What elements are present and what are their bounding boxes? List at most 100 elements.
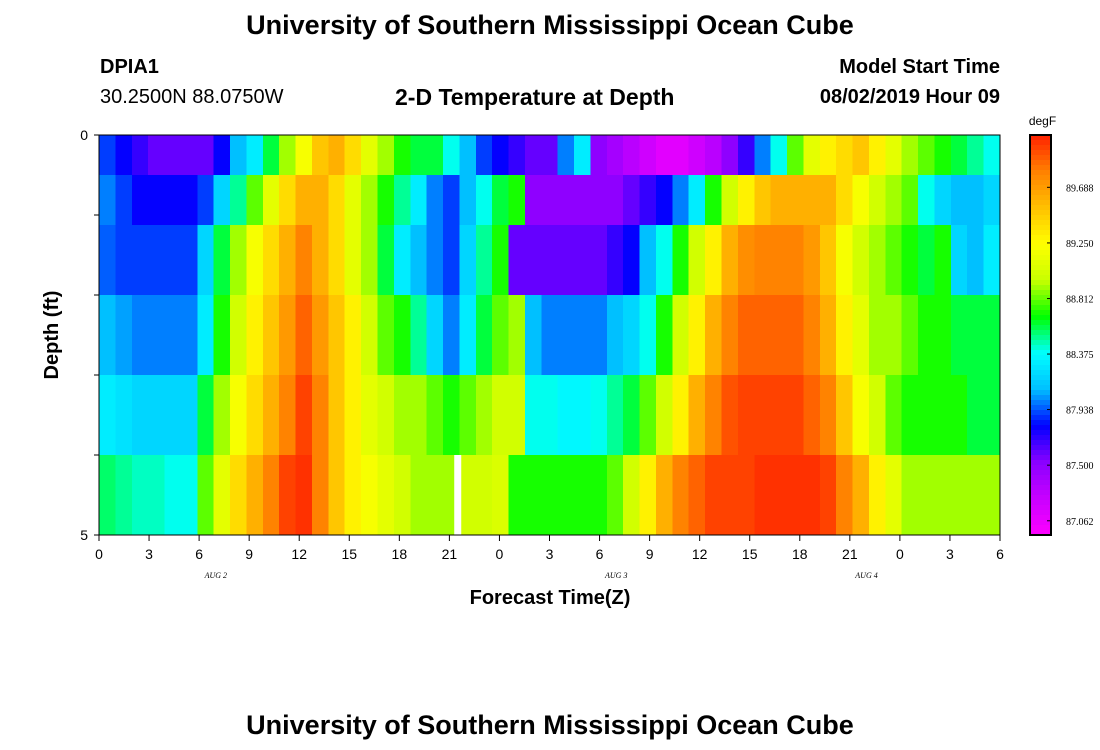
heatmap-cell bbox=[246, 455, 264, 536]
colorbar-segment bbox=[1030, 465, 1051, 471]
heatmap-cell bbox=[393, 175, 411, 226]
x-tick-label: 15 bbox=[742, 546, 758, 562]
date-label: AUG 2 bbox=[204, 571, 227, 580]
heatmap-cell bbox=[541, 375, 559, 456]
colorbar-frame bbox=[1029, 134, 1052, 536]
heatmap-cell bbox=[574, 225, 592, 296]
y-tick-label: 0 bbox=[80, 127, 88, 143]
heatmap-cell bbox=[328, 225, 346, 296]
heatmap-cell bbox=[541, 135, 559, 176]
heatmap-cell bbox=[443, 225, 460, 296]
heatmap-cell bbox=[852, 455, 870, 536]
heatmap-cell bbox=[99, 375, 116, 456]
model-start-label: Model Start Time bbox=[839, 56, 1000, 78]
heatmap-cell bbox=[508, 175, 526, 226]
heatmap-cell bbox=[426, 135, 444, 176]
heatmap-cell bbox=[295, 135, 313, 176]
heatmap-cell bbox=[230, 375, 248, 456]
colorbar-segment bbox=[1030, 155, 1051, 161]
heatmap-cell bbox=[885, 225, 903, 296]
colorbar-segment bbox=[1030, 320, 1051, 326]
page-title: University of Southern Mississippi Ocean… bbox=[246, 10, 854, 40]
heatmap-cell bbox=[754, 225, 772, 296]
heatmap-cell bbox=[803, 225, 821, 296]
colorbar-segment bbox=[1030, 315, 1051, 321]
heatmap-cell bbox=[639, 375, 657, 456]
colorbar-segment bbox=[1030, 295, 1051, 301]
colorbar-segment bbox=[1030, 440, 1051, 446]
heatmap-cell bbox=[230, 175, 248, 226]
heatmap-cell bbox=[295, 375, 313, 456]
heatmap-cell bbox=[836, 225, 854, 296]
heatmap-cell bbox=[230, 295, 248, 376]
heatmap-cell bbox=[492, 175, 510, 226]
heatmap-cell bbox=[541, 175, 559, 226]
heatmap-cell bbox=[672, 295, 690, 376]
heatmap-cell bbox=[606, 375, 624, 456]
heatmap-cell bbox=[344, 295, 362, 376]
heatmap-cell bbox=[475, 225, 493, 296]
heatmap-cell bbox=[328, 375, 346, 456]
heatmap-cell bbox=[983, 225, 1001, 296]
heatmap-cell bbox=[606, 175, 624, 226]
heatmap-cell bbox=[361, 295, 379, 376]
colorbar-segment bbox=[1030, 335, 1051, 341]
heatmap-cell bbox=[148, 455, 166, 536]
heatmap-cell bbox=[131, 225, 149, 296]
heatmap-cell bbox=[655, 455, 673, 536]
colorbar-unit: degF bbox=[1029, 114, 1056, 128]
heatmap-cell bbox=[557, 135, 575, 176]
heatmap-cell bbox=[770, 175, 788, 226]
heatmap-cell bbox=[950, 295, 968, 376]
heatmap-cell bbox=[361, 135, 379, 176]
heatmap-cell bbox=[983, 375, 1001, 456]
colorbar-segment bbox=[1030, 390, 1051, 396]
heatmap-cell bbox=[393, 455, 411, 536]
heatmap-cell bbox=[639, 175, 657, 226]
colorbar-segment bbox=[1030, 495, 1051, 501]
x-tick-label: 3 bbox=[145, 546, 153, 562]
heatmap-cell bbox=[983, 295, 1001, 376]
heatmap-cell bbox=[524, 455, 542, 536]
heatmap-cell bbox=[475, 135, 493, 176]
heatmap-cell bbox=[623, 295, 641, 376]
heatmap-cell bbox=[934, 225, 952, 296]
colorbar-segment bbox=[1030, 510, 1051, 516]
colorbar-segment bbox=[1030, 245, 1051, 251]
heatmap-cell bbox=[230, 135, 248, 176]
colorbar-segment bbox=[1030, 490, 1051, 496]
heatmap-cell bbox=[918, 375, 936, 456]
heatmap-cell bbox=[918, 175, 936, 226]
heatmap-cell bbox=[328, 135, 346, 176]
heatmap-cell bbox=[131, 375, 149, 456]
heatmap-cell bbox=[164, 295, 182, 376]
heatmap-cell bbox=[705, 375, 723, 456]
heatmap-cell bbox=[508, 375, 526, 456]
heatmap-cell bbox=[377, 175, 395, 226]
heatmap-cell bbox=[787, 375, 805, 456]
colorbar-segment bbox=[1030, 355, 1051, 361]
colorbar-segment bbox=[1030, 365, 1051, 371]
colorbar-segment bbox=[1030, 515, 1051, 521]
heatmap-cell bbox=[115, 135, 133, 176]
colorbar-tick-label: 89.688 bbox=[1066, 183, 1094, 194]
plot-title: 2-D Temperature at Depth bbox=[395, 84, 675, 110]
heatmap-cell bbox=[410, 135, 428, 176]
heatmap-cell bbox=[787, 135, 805, 176]
heatmap-cell bbox=[148, 175, 166, 226]
x-tick-label: 6 bbox=[195, 546, 203, 562]
colorbar-segment bbox=[1030, 455, 1051, 461]
heatmap-cell bbox=[934, 375, 952, 456]
colorbar-segment bbox=[1030, 405, 1051, 411]
heatmap-cell bbox=[557, 455, 575, 536]
heatmap-cell bbox=[279, 295, 297, 376]
heatmap-cell bbox=[262, 175, 280, 226]
heatmap-cell bbox=[672, 135, 690, 176]
heatmap-cell bbox=[459, 455, 477, 536]
heatmap-cell bbox=[377, 225, 395, 296]
colorbar-segment bbox=[1030, 350, 1051, 356]
heatmap-cell bbox=[557, 375, 575, 456]
heatmap-cell bbox=[934, 175, 952, 226]
colorbar-tick-label: 88.375 bbox=[1066, 350, 1094, 361]
